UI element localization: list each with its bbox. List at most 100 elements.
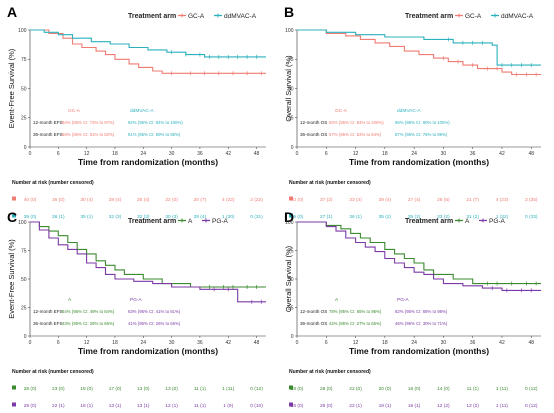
risk-cell: 12 (1) [165,403,178,409]
stats-arm-label: PG-A [397,297,410,303]
risk-cell: 11 (1) [467,386,480,392]
y-axis-label: Event-Free Survival (%) [7,48,16,128]
y-tick-label: 100 [18,220,27,226]
risk-cell: 0 (12) [525,403,538,409]
km-curve-ddmvac-a [297,29,541,66]
risk-cell: 36 (1) [349,214,362,220]
x-tick-label: 6 [325,151,328,157]
risk-cell: 1 (9) [223,403,233,409]
stats-value: 63% (95% CI: 41% to 81%) [128,309,181,314]
legend-label: A [188,218,193,225]
risk-cell: 1 (11) [222,386,235,392]
legend-label: ddMVAC-A [224,13,257,20]
stats-arm-label: A [68,297,72,303]
risk-cell: 13 (0) [165,386,178,392]
y-tick-label: 75 [21,248,27,254]
x-tick-label: 36 [197,340,203,346]
stats-value: 87% (95% CI: 76% to 99%) [395,132,448,137]
stats-value: 84% (95% CI: 73% to 97%) [62,120,115,125]
y-tick-label: 50 [21,277,27,283]
x-tick-label: 24 [411,151,417,157]
km-curve-a [30,221,266,288]
x-tick-label: 18 [112,151,118,157]
x-tick-label: 42 [225,151,231,157]
x-tick-label: 48 [528,151,534,157]
risk-cell: 20 (0) [379,386,392,392]
x-axis-label: Time from randomization (months) [349,346,489,356]
risk-cell: 22 (1) [349,403,362,409]
panel-letter: D [284,209,294,225]
risk-cell: 12 (2) [437,403,450,409]
risk-cell: 36 (0) [52,197,65,203]
x-tick-label: 6 [57,340,60,346]
legend-label: PG-A [212,218,229,225]
stats-arm-label: ddMVAC-A [130,108,154,114]
risk-cell: 14 (0) [437,386,450,392]
stats-value: 78% (95% CI: 65% to 95%) [329,309,382,314]
risk-cell: 28 (0) [24,386,37,392]
risk-cell: 13 (0) [137,386,150,392]
legend-label: A [465,218,470,225]
legend-title: Treatment arm [405,218,453,225]
km-curve-pg-a [30,221,266,303]
risk-cell: 16 (1) [408,403,421,409]
x-tick-label: 12 [84,340,90,346]
y-tick-label: 0 [291,145,294,151]
y-tick-label: 0 [24,334,27,340]
risk-cell: 23 (0) [52,386,65,392]
risk-row-swatch [289,385,293,390]
x-tick-label: 24 [411,340,417,346]
risk-row-swatch [12,213,16,218]
km-curve-gc-a [297,29,541,76]
stats-value: 46% (95% CI: 30% to 71%) [395,321,448,326]
x-tick-label: 12 [84,151,90,157]
risk-table-title: Number at risk (number censored) [12,369,94,375]
risk-cell: 25 (4) [137,197,150,203]
risk-cell: 35 (2) [408,214,421,220]
x-tick-label: 12 [353,340,359,346]
y-tick-label: 25 [288,305,294,311]
risk-cell: 1 (32) [496,214,509,220]
x-tick-label: 6 [57,151,60,157]
y-tick-label: 75 [21,57,27,63]
stats-value: 67% (95% CI: 53% to 84%) [329,132,382,137]
risk-cell: 40 (0) [291,197,304,203]
risk-cell: 30 (4) [80,197,93,203]
y-tick-label: 25 [21,116,27,122]
risk-cell: 33 (4) [349,197,362,203]
risk-cell: 22 (1) [52,403,65,409]
panel-c: C Treatment arm A PG-A 0 25 50 75 100 0 6 12 18 24 30 3… [7,209,266,409]
risk-cell: 1 (11) [496,386,509,392]
risk-cell: 28 (0) [291,403,304,409]
stats-value: 42% (95% CI: 27% to 65%) [329,321,382,326]
x-tick-label: 36 [470,340,476,346]
risk-cell: 22 (0) [165,197,178,203]
risk-row-swatch [289,213,293,218]
stats-row-label: 36-month OS [300,321,327,326]
x-axis-label: Time from randomization (months) [78,157,218,167]
y-tick-label: 100 [18,28,27,34]
panel-d: D Treatment arm A PG-A 0 25 50 75 100 0 6 12 18 24 30 3… [284,209,541,409]
y-tick-label: 50 [288,86,294,92]
risk-row-swatch [12,385,16,390]
y-tick-label: 100 [285,28,294,34]
risk-row-swatch [12,196,16,201]
x-tick-label: 0 [29,340,32,346]
stats-row-label: 36-month EFS [33,321,63,326]
risk-cell: 31 (2) [466,214,479,220]
x-tick-label: 36 [197,151,203,157]
risk-cell: 13 (1) [137,403,150,409]
risk-cell: 21 (7) [466,197,479,203]
stats-value: 96% (95% CI: 90% to 100%) [395,120,450,125]
x-tick-label: 18 [382,340,388,346]
risk-row-swatch [12,402,16,407]
km-curve-ddmvac-a [30,29,266,58]
x-axis-label: Time from randomization (months) [349,157,489,167]
risk-cell: 1 (30) [222,214,235,220]
risk-cell: 0 (31) [250,214,263,220]
risk-cell: 16 (0) [408,386,421,392]
panel-b: B Treatment arm GC-A ddMVAC-A 0 25 50 75 100 0 6 12… [284,4,541,220]
risk-cell: 4 (23) [496,197,509,203]
risk-cell: 36 (1) [52,214,65,220]
risk-table-title: Number at risk (number censored) [289,180,371,186]
